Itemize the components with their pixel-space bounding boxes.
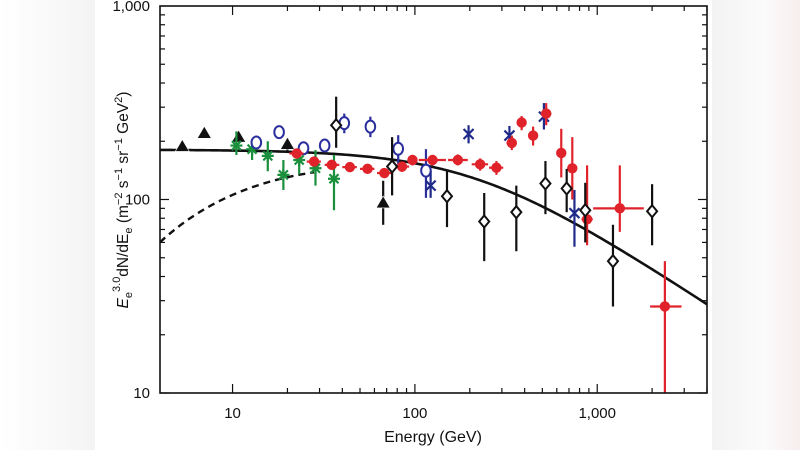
point-cross xyxy=(462,128,475,140)
series-star xyxy=(230,131,340,211)
point-circle-open xyxy=(273,125,285,140)
point-circle-filled xyxy=(659,301,671,312)
point-diamond xyxy=(440,188,454,204)
point-circle-filled xyxy=(567,163,578,174)
point-star xyxy=(277,168,290,181)
point-triangle xyxy=(279,136,295,150)
point-circle-open xyxy=(392,141,405,156)
y-tick-label: 10 xyxy=(133,385,150,402)
point-diamond xyxy=(329,117,343,133)
point-circle-filled xyxy=(474,159,486,170)
model-line-dashed xyxy=(160,171,315,244)
point-triangle xyxy=(174,138,190,152)
y-tick-label: 1,000 xyxy=(112,0,150,15)
x-tick-label: 100 xyxy=(402,405,427,422)
point-circle-filled xyxy=(308,156,320,167)
point-circle-open xyxy=(338,116,351,131)
point-circle-filled xyxy=(407,154,418,166)
point-diamond xyxy=(385,158,399,175)
point-star xyxy=(230,139,243,152)
point-diamond xyxy=(477,213,491,230)
series-diamond xyxy=(329,96,659,307)
y-axis-label: Ee3.0dN/dEe (m−2 s−1 sr−1 GeV2) xyxy=(111,92,135,309)
point-circle-filled xyxy=(326,159,337,171)
point-circle-filled xyxy=(291,148,302,159)
point-diamond xyxy=(578,202,592,218)
point-diamond xyxy=(645,203,659,219)
point-circle-filled xyxy=(614,203,626,214)
point-circle-filled xyxy=(556,147,567,159)
y-label-dnde: dN/dE xyxy=(115,234,132,277)
point-star xyxy=(327,172,340,185)
point-circle-open xyxy=(364,119,377,134)
y-label-units-gev: GeV xyxy=(115,102,132,138)
y-label-exp-gev: 2 xyxy=(113,97,125,103)
point-star xyxy=(261,149,274,162)
y-label-exp-s: −1 xyxy=(113,168,125,181)
point-diamond xyxy=(539,175,552,192)
y-label-sub-e: e xyxy=(123,292,135,298)
y-label-sub-e2: e xyxy=(123,227,135,233)
plot-frame xyxy=(159,5,708,394)
point-star xyxy=(246,143,259,156)
point-circle-filled xyxy=(506,137,517,149)
point-circle-filled xyxy=(396,161,408,172)
point-cross xyxy=(424,179,437,192)
y-label-e: E xyxy=(115,297,132,308)
y-label-units-open: (m xyxy=(115,205,132,227)
y-label-units-s: s xyxy=(115,180,132,192)
point-circle-filled xyxy=(527,130,539,141)
series-triangle xyxy=(174,125,391,225)
data-points xyxy=(174,96,682,393)
point-diamond xyxy=(510,204,523,220)
point-star xyxy=(309,162,322,175)
right-margin xyxy=(712,0,800,450)
plot-area xyxy=(160,6,707,393)
point-cross xyxy=(568,207,581,219)
point-circle-open xyxy=(250,135,263,150)
point-circle-filled xyxy=(344,161,356,173)
point-triangle xyxy=(196,125,212,139)
y-label-exp-m: −2 xyxy=(113,193,125,206)
point-circle-filled xyxy=(452,154,464,166)
point-star xyxy=(293,154,306,167)
point-circle-filled xyxy=(491,162,502,173)
x-tick-label: 1,000 xyxy=(578,405,616,422)
y-label-units-sr: sr xyxy=(115,151,132,168)
point-circle-filled xyxy=(427,154,438,166)
axis-ticks: 10 100 1,000 10 100 1,000 xyxy=(112,0,708,422)
point-triangle xyxy=(375,195,391,209)
series-circle-filled xyxy=(289,103,682,393)
point-diamond xyxy=(606,253,620,269)
point-circle-filled xyxy=(581,214,593,225)
y-tick-label: 100 xyxy=(125,192,150,209)
point-circle-filled xyxy=(541,108,552,119)
left-margin xyxy=(0,0,95,450)
point-circle-open xyxy=(420,163,432,178)
point-circle-open xyxy=(318,138,331,153)
y-label-sup: 3.0 xyxy=(111,277,123,292)
point-circle-filled xyxy=(362,163,373,175)
x-tick-label: 10 xyxy=(224,405,241,422)
y-label-units-close: ) xyxy=(115,92,132,97)
point-diamond xyxy=(560,180,573,197)
x-axis-label: Energy (GeV) xyxy=(384,429,482,446)
point-circle-filled xyxy=(379,167,390,179)
point-circle-filled xyxy=(516,117,527,128)
y-label-exp-sr: −1 xyxy=(113,138,125,151)
